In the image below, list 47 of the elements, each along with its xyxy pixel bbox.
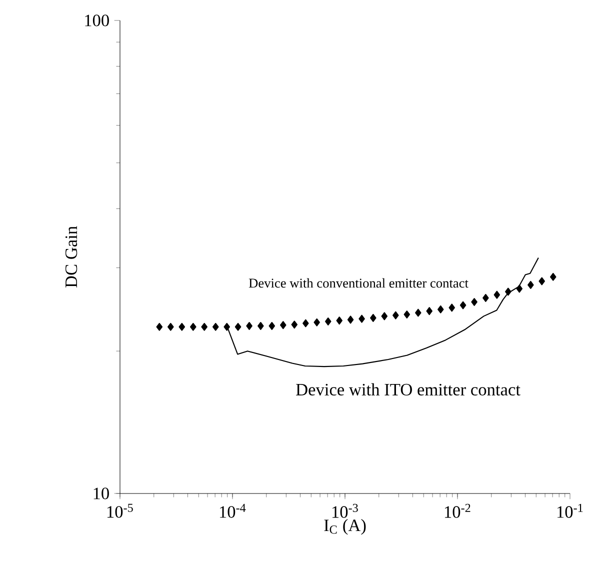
x-tick-label: 10$^{-4}$ <box>220 504 246 518</box>
point <box>516 284 523 293</box>
point <box>471 298 478 306</box>
point <box>415 308 422 317</box>
y-axis-title: DC Gain <box>65 226 78 288</box>
y-tick-label: 10 <box>94 488 109 500</box>
point <box>347 316 354 324</box>
point <box>358 314 365 323</box>
series-label: Device with ITO emitter contact <box>296 383 520 396</box>
point <box>246 322 252 330</box>
point <box>258 322 264 330</box>
point <box>212 322 219 331</box>
point <box>437 305 444 314</box>
point <box>392 311 399 320</box>
point <box>324 317 332 326</box>
point <box>178 322 186 331</box>
point <box>268 322 276 330</box>
point <box>314 318 320 326</box>
point <box>156 322 163 331</box>
point <box>291 320 298 329</box>
point <box>448 304 455 312</box>
point <box>168 322 174 331</box>
x-tick-label: 10$^{-1}$ <box>557 504 583 518</box>
x-axis-title: I$_{C}$ (A) <box>324 519 366 535</box>
point <box>460 301 466 310</box>
point <box>224 322 230 331</box>
point <box>234 322 242 331</box>
point <box>370 314 376 322</box>
point <box>381 312 388 320</box>
y-tick-label: 100 <box>85 14 109 26</box>
series-label: Device with conventional emitter contact <box>248 278 468 288</box>
point <box>336 316 342 325</box>
point <box>494 290 500 299</box>
point <box>482 294 489 302</box>
x-tick-label: 10$^{-5}$ <box>107 504 133 518</box>
point <box>201 322 208 331</box>
x-tick-label: 10$^{-3}$ <box>332 504 358 518</box>
point <box>426 307 432 316</box>
point <box>404 310 410 318</box>
point <box>280 321 286 330</box>
point <box>302 319 309 328</box>
point <box>550 272 556 281</box>
x-tick-label: 10$^{-2}$ <box>444 504 470 518</box>
point <box>528 280 534 289</box>
point <box>190 322 196 331</box>
point <box>505 288 512 296</box>
point <box>538 277 545 286</box>
